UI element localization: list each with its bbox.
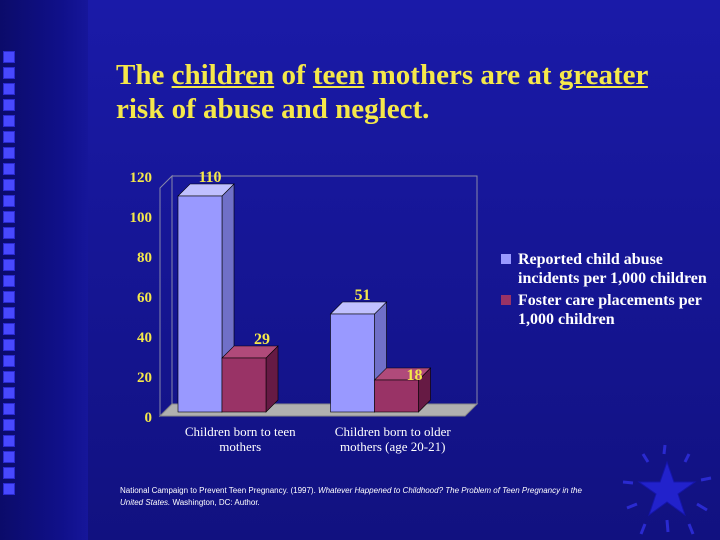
decorative-square [4, 164, 14, 174]
citation-title: Whatever Happened to Childhood? The Prob… [120, 486, 582, 507]
title-part-1: children [171, 59, 275, 91]
title-part-2: of [274, 59, 313, 91]
slide-title: The children of teen mothers are at grea… [116, 58, 696, 126]
data-label: 18 [407, 367, 423, 384]
decorative-square [4, 132, 14, 142]
decorative-square [4, 260, 14, 270]
bar [374, 379, 419, 413]
chart-legend: Reported child abuse incidents per 1,000… [498, 250, 718, 332]
decorative-square [4, 148, 14, 158]
legend-swatch-abuse [501, 254, 511, 264]
bar [177, 195, 223, 413]
decorative-square [4, 180, 14, 190]
decorative-square [4, 404, 14, 414]
citation-publisher: Washington, DC: Author. [170, 498, 260, 507]
decorative-square [4, 388, 14, 398]
decorative-square [4, 212, 14, 222]
legend-label-abuse: Reported child abuse incidents per 1,000… [518, 251, 707, 287]
y-tick-label: 0 [145, 410, 153, 426]
y-tick-label: 100 [130, 210, 153, 226]
decorative-square [4, 452, 14, 462]
category-label: mothers [219, 439, 261, 454]
decorative-square [4, 308, 14, 318]
decorative-square [4, 244, 14, 254]
decorative-square [4, 228, 14, 238]
decorative-square [4, 436, 14, 446]
decorative-square [4, 84, 14, 94]
decorative-square [4, 324, 14, 334]
y-tick-label: 120 [130, 170, 153, 186]
decorative-square [4, 276, 14, 286]
decorative-square [4, 100, 14, 110]
legend-swatch-foster [501, 295, 511, 305]
bar-chart: 0 20 40 60 80 100 120 110 29 Children born to tee… [130, 169, 479, 454]
decorative-square [4, 52, 14, 62]
y-tick-label: 40 [137, 330, 152, 346]
decorative-square [4, 340, 14, 350]
decorative-square [4, 196, 14, 206]
data-label: 51 [355, 287, 371, 304]
data-label: 29 [254, 331, 270, 348]
citation-authors: National Campaign to Prevent Teen Pregna… [120, 486, 319, 495]
category-label: Children born to older [335, 424, 452, 439]
title-part-5: greater [558, 59, 648, 91]
title-part-3: teen [312, 59, 365, 91]
legend-item-foster: Foster care placements per 1,000 childre… [498, 291, 718, 329]
decorative-squares [4, 52, 20, 500]
category-label: mothers (age 20-21) [340, 439, 445, 454]
decorative-square [4, 484, 14, 494]
star-icon [622, 444, 712, 535]
citation: National Campaign to Prevent Teen Pregna… [120, 485, 590, 509]
title-part-6: risk of abuse and neglect. [116, 93, 430, 125]
title-part-4: mothers are at [364, 59, 559, 91]
category-label: Children born to teen [185, 424, 296, 439]
decorative-square [4, 68, 14, 78]
decorative-square [4, 292, 14, 302]
title-part-0: The [116, 59, 172, 91]
chart-side-wall [159, 174, 173, 418]
bar [330, 313, 375, 413]
legend-item-abuse: Reported child abuse incidents per 1,000… [498, 250, 718, 288]
bar [221, 357, 267, 413]
y-tick-label: 80 [137, 250, 152, 266]
legend-label-foster: Foster care placements per 1,000 childre… [518, 292, 702, 328]
left-decorative-band [0, 0, 88, 540]
decorative-square [4, 372, 14, 382]
decorative-square [4, 468, 14, 478]
decorative-square [4, 116, 14, 126]
decorative-square [4, 420, 14, 430]
y-tick-label: 60 [137, 290, 152, 306]
data-label: 110 [198, 169, 221, 186]
y-tick-label: 20 [137, 370, 152, 386]
decorative-square [4, 356, 14, 366]
